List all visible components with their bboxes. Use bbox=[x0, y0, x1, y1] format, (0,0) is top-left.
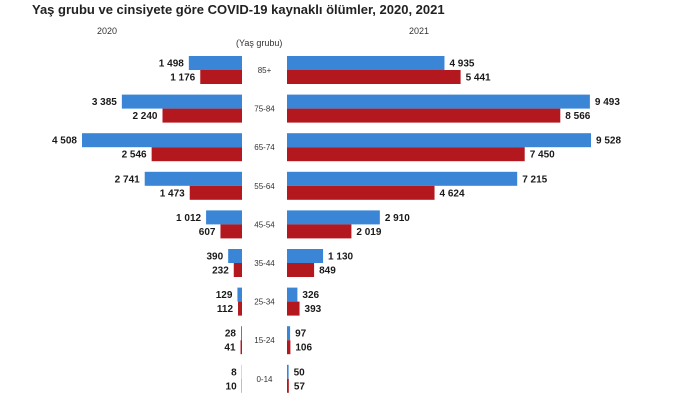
label-2020-red-0-14: 10 bbox=[226, 381, 238, 392]
bar-2021-blue-15-24 bbox=[287, 326, 291, 341]
label-2020-red-55-64: 1 473 bbox=[160, 188, 185, 199]
label-2021-blue-55-64: 7 215 bbox=[522, 174, 547, 185]
bar-2020-red-45-54 bbox=[220, 224, 242, 239]
label-2021-blue-25-34: 326 bbox=[302, 290, 319, 301]
bar-2021-blue-65-74 bbox=[287, 133, 591, 148]
age-label-35-44: 35-44 bbox=[254, 259, 275, 268]
bar-2021-red-0-14 bbox=[287, 378, 289, 393]
right-year-label: 2021 bbox=[409, 26, 430, 36]
bar-2020-blue-45-54 bbox=[206, 210, 242, 225]
bar-2020-blue-75-84 bbox=[121, 94, 242, 109]
label-2020-red-35-44: 232 bbox=[212, 266, 229, 277]
age-label-55-64: 55-64 bbox=[254, 182, 275, 191]
bar-2020-blue-65-74 bbox=[82, 133, 242, 148]
label-2020-red-65-74: 2 546 bbox=[122, 150, 147, 161]
bar-2020-blue-15-24 bbox=[241, 326, 242, 341]
bar-2020-red-85+ bbox=[200, 70, 242, 84]
bar-2020-red-15-24 bbox=[240, 340, 242, 355]
label-2021-red-0-14: 57 bbox=[294, 381, 306, 392]
bar-2021-blue-45-54 bbox=[287, 210, 380, 225]
label-2020-blue-65-74: 4 508 bbox=[52, 136, 77, 147]
age-axis-title: (Yaş grubu) bbox=[236, 38, 283, 48]
bar-2021-red-25-34 bbox=[287, 301, 300, 316]
label-2021-blue-75-84: 9 493 bbox=[595, 97, 620, 108]
label-2021-blue-65-74: 9 528 bbox=[596, 136, 621, 147]
label-2021-red-75-84: 8 566 bbox=[565, 111, 590, 122]
label-2020-blue-15-24: 28 bbox=[225, 329, 237, 340]
label-2021-blue-0-14: 50 bbox=[294, 367, 306, 378]
bar-2020-red-55-64 bbox=[189, 185, 242, 200]
label-2020-blue-35-44: 390 bbox=[206, 252, 223, 263]
bar-2021-red-55-64 bbox=[287, 185, 435, 200]
bar-2021-blue-75-84 bbox=[287, 94, 590, 109]
label-2020-blue-0-14: 8 bbox=[231, 367, 237, 378]
label-2021-blue-85+: 4 935 bbox=[449, 59, 474, 70]
label-2021-red-55-64: 4 624 bbox=[440, 188, 465, 199]
bar-2021-red-45-54 bbox=[287, 224, 352, 239]
label-2020-blue-25-34: 129 bbox=[216, 290, 233, 301]
label-2021-blue-15-24: 97 bbox=[295, 329, 307, 340]
label-2021-red-45-54: 2 019 bbox=[356, 227, 381, 238]
label-2020-blue-75-84: 3 385 bbox=[92, 97, 117, 108]
label-2020-red-25-34: 112 bbox=[217, 304, 234, 315]
bar-2020-blue-55-64 bbox=[144, 171, 242, 186]
label-2021-red-25-34: 393 bbox=[305, 304, 322, 315]
label-2020-red-85+: 1 176 bbox=[170, 73, 195, 84]
bar-2021-red-15-24 bbox=[287, 340, 291, 355]
bar-2021-blue-0-14 bbox=[287, 364, 289, 379]
bar-2021-red-85+ bbox=[287, 70, 461, 84]
age-label-25-34: 25-34 bbox=[254, 298, 275, 307]
label-2020-red-45-54: 607 bbox=[199, 227, 216, 238]
label-2021-red-65-74: 7 450 bbox=[530, 150, 555, 161]
bar-2021-red-75-84 bbox=[287, 108, 561, 123]
label-2020-red-75-84: 2 240 bbox=[132, 111, 157, 122]
label-2021-blue-35-44: 1 130 bbox=[328, 252, 353, 263]
label-2021-red-85+: 5 441 bbox=[466, 73, 491, 84]
age-label-15-24: 15-24 bbox=[254, 336, 275, 345]
label-2020-red-15-24: 41 bbox=[224, 343, 236, 354]
bar-2021-blue-25-34 bbox=[287, 287, 298, 302]
age-label-75-84: 75-84 bbox=[254, 105, 275, 114]
left-year-label: 2020 bbox=[97, 26, 118, 36]
age-label-65-74: 65-74 bbox=[254, 143, 275, 152]
bar-2021-red-35-44 bbox=[287, 263, 315, 277]
bar-2020-red-75-84 bbox=[162, 108, 242, 123]
age-label-85+: 85+ bbox=[258, 66, 272, 75]
label-2020-blue-85+: 1 498 bbox=[159, 59, 184, 70]
chart-title: Yaş grubu ve cinsiyete göre COVID-19 kay… bbox=[32, 2, 445, 17]
bar-2020-red-35-44 bbox=[233, 263, 242, 277]
bar-2020-red-65-74 bbox=[151, 147, 242, 162]
bar-2021-blue-35-44 bbox=[287, 249, 324, 263]
age-label-45-54: 45-54 bbox=[254, 220, 275, 229]
label-2021-red-15-24: 106 bbox=[295, 343, 312, 354]
bar-2020-blue-85+ bbox=[188, 56, 242, 70]
bar-2021-red-65-74 bbox=[287, 147, 525, 162]
label-2020-blue-45-54: 1 012 bbox=[176, 213, 201, 224]
label-2021-red-35-44: 849 bbox=[319, 266, 336, 277]
label-2020-blue-55-64: 2 741 bbox=[115, 174, 140, 185]
age-label-0-14: 0-14 bbox=[256, 375, 273, 384]
bar-2021-blue-55-64 bbox=[287, 171, 518, 186]
bar-2021-blue-85+ bbox=[287, 56, 445, 70]
bar-2020-red-25-34 bbox=[238, 301, 242, 316]
bar-2020-blue-25-34 bbox=[237, 287, 242, 302]
label-2021-blue-45-54: 2 910 bbox=[385, 213, 410, 224]
bar-2020-blue-35-44 bbox=[228, 249, 242, 263]
